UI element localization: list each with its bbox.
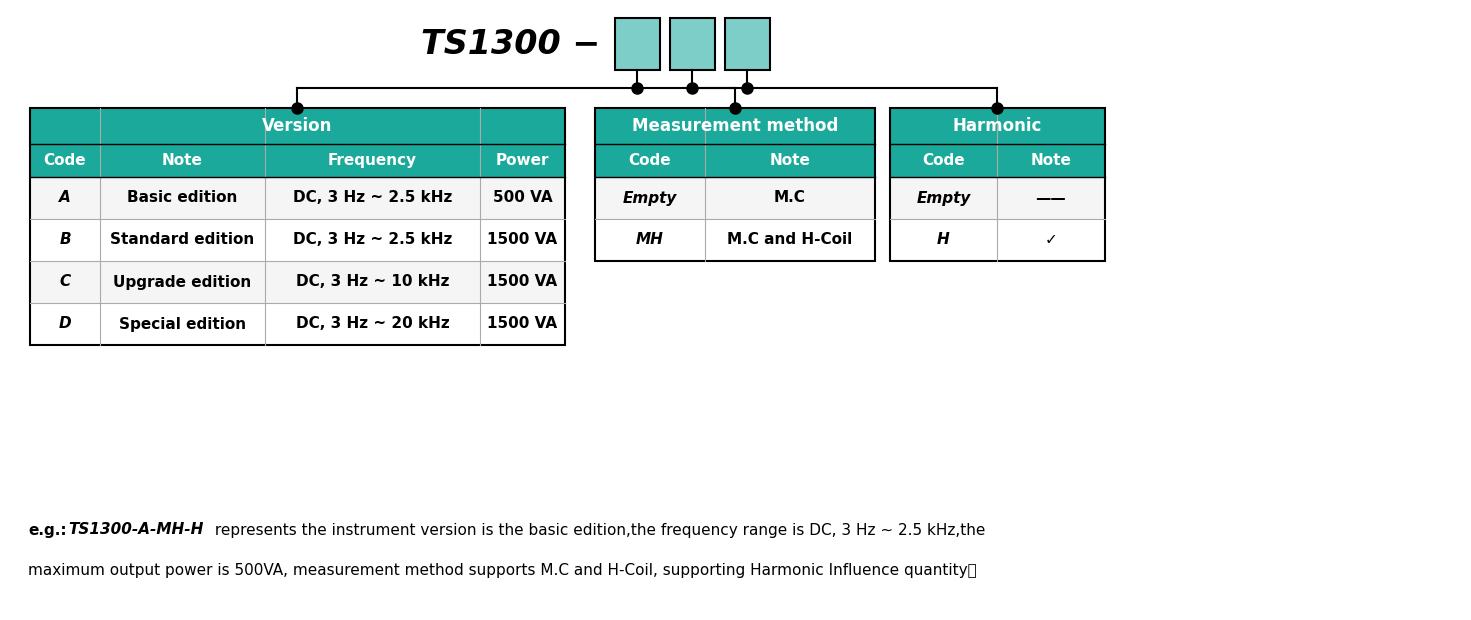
Bar bbox=[615, 18, 660, 70]
Bar bbox=[29, 303, 565, 345]
Text: Code: Code bbox=[44, 153, 87, 168]
Text: Special edition: Special edition bbox=[119, 316, 246, 332]
Bar bbox=[890, 144, 1105, 177]
Bar bbox=[890, 177, 1105, 219]
Bar bbox=[29, 108, 565, 345]
Text: DC, 3 Hz ~ 2.5 kHz: DC, 3 Hz ~ 2.5 kHz bbox=[293, 190, 452, 205]
Text: Harmonic: Harmonic bbox=[953, 117, 1041, 135]
Bar bbox=[594, 108, 875, 261]
Text: H: H bbox=[937, 232, 950, 247]
Text: Note: Note bbox=[1031, 153, 1071, 168]
Text: MH: MH bbox=[635, 232, 663, 247]
Text: TS1300-A-MH-H: TS1300-A-MH-H bbox=[68, 523, 203, 538]
Text: Empty: Empty bbox=[622, 190, 677, 205]
Text: Code: Code bbox=[628, 153, 671, 168]
Bar bbox=[594, 144, 875, 177]
Bar bbox=[29, 108, 565, 144]
Text: Basic edition: Basic edition bbox=[128, 190, 238, 205]
Text: C: C bbox=[59, 275, 71, 290]
Text: ✓: ✓ bbox=[1044, 232, 1058, 247]
Bar bbox=[29, 219, 565, 261]
Text: DC, 3 Hz ~ 10 kHz: DC, 3 Hz ~ 10 kHz bbox=[296, 275, 449, 290]
Text: maximum output power is 500VA, measurement method supports M.C and H-Coil, suppo: maximum output power is 500VA, measureme… bbox=[28, 562, 977, 577]
Text: M.C: M.C bbox=[774, 190, 806, 205]
Bar bbox=[669, 18, 715, 70]
Text: A: A bbox=[59, 190, 71, 205]
Text: 1500 VA: 1500 VA bbox=[487, 275, 558, 290]
Bar bbox=[890, 219, 1105, 261]
Text: Measurement method: Measurement method bbox=[633, 117, 838, 135]
Text: Version: Version bbox=[262, 117, 332, 135]
Text: Upgrade edition: Upgrade edition bbox=[113, 275, 252, 290]
Text: 1500 VA: 1500 VA bbox=[487, 232, 558, 247]
Bar bbox=[594, 108, 875, 144]
Text: 500 VA: 500 VA bbox=[493, 190, 552, 205]
Text: Standard edition: Standard edition bbox=[110, 232, 254, 247]
Bar bbox=[594, 177, 875, 219]
Bar bbox=[29, 261, 565, 303]
Text: e.g.:: e.g.: bbox=[28, 523, 66, 538]
Text: Empty: Empty bbox=[916, 190, 971, 205]
Text: TS1300 −: TS1300 − bbox=[421, 29, 600, 61]
Text: represents the instrument version is the basic edition,the frequency range is DC: represents the instrument version is the… bbox=[210, 523, 986, 538]
Bar bbox=[29, 177, 565, 219]
Text: DC, 3 Hz ~ 2.5 kHz: DC, 3 Hz ~ 2.5 kHz bbox=[293, 232, 452, 247]
Text: 1500 VA: 1500 VA bbox=[487, 316, 558, 332]
Text: Note: Note bbox=[162, 153, 203, 168]
Text: Code: Code bbox=[922, 153, 965, 168]
Text: D: D bbox=[59, 316, 71, 332]
Text: DC, 3 Hz ~ 20 kHz: DC, 3 Hz ~ 20 kHz bbox=[296, 316, 449, 332]
Text: M.C and H-Coil: M.C and H-Coil bbox=[727, 232, 853, 247]
Text: Frequency: Frequency bbox=[328, 153, 418, 168]
Bar bbox=[725, 18, 769, 70]
Text: ——: —— bbox=[1036, 190, 1066, 205]
Bar bbox=[29, 144, 565, 177]
Bar bbox=[594, 219, 875, 261]
Bar bbox=[890, 108, 1105, 261]
Text: Power: Power bbox=[496, 153, 549, 168]
Bar bbox=[890, 108, 1105, 144]
Text: Note: Note bbox=[769, 153, 811, 168]
Text: B: B bbox=[59, 232, 71, 247]
